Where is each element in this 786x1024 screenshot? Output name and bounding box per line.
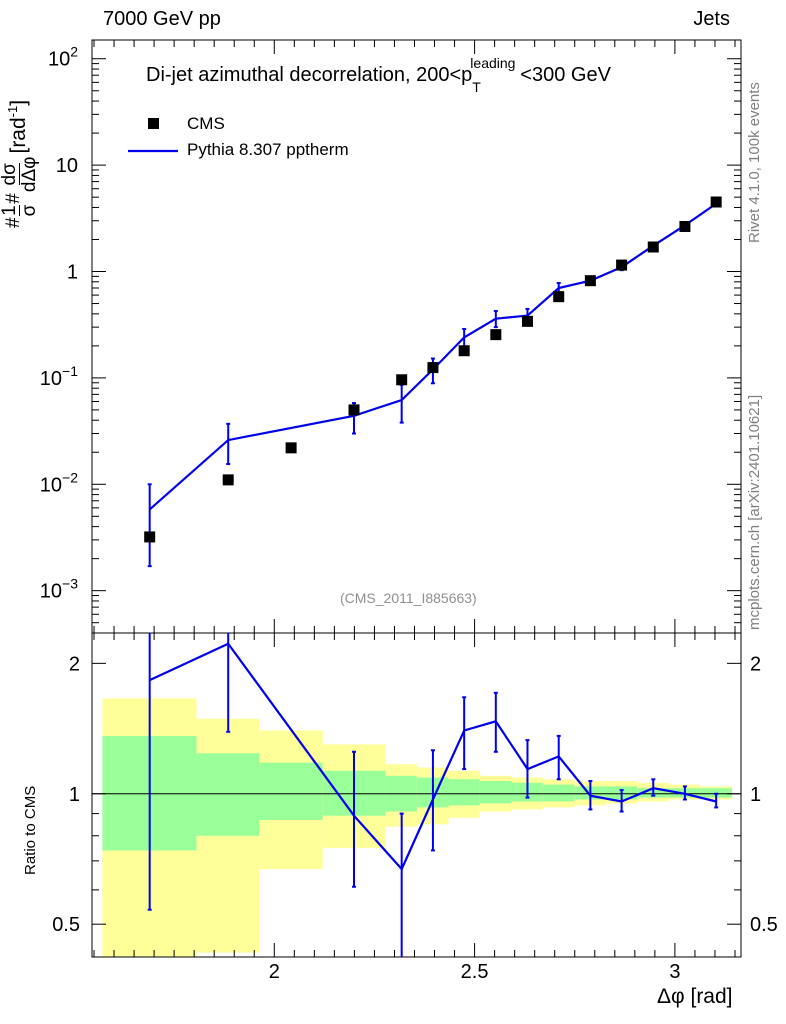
cms-data-point <box>647 241 659 253</box>
ratio-y-ticks <box>92 662 741 925</box>
cms-data-point <box>285 442 297 454</box>
cms-data-point <box>427 362 439 374</box>
cms-data-point <box>348 404 360 416</box>
pythia-line <box>148 202 717 511</box>
main-y-tick-label: 1 <box>67 262 78 284</box>
ratio-y-tick-label-left: 2 <box>69 653 80 675</box>
main-y-tick-label-base: 10 <box>48 49 70 71</box>
cms-data-point <box>553 291 565 303</box>
cms-data-point <box>616 259 628 271</box>
ratio-y-tick-label-right: 2 <box>750 653 761 675</box>
main-y-tick-label-base: 1 <box>67 262 78 284</box>
pythia-series <box>147 201 719 568</box>
cms-data-point <box>144 531 156 543</box>
ratio-series <box>147 633 719 957</box>
cms-data-point <box>679 220 691 232</box>
y-axis-label-sigma: σ <box>19 204 40 217</box>
y-axis-label-dphi: dΔφ <box>19 156 40 193</box>
main-y-tick-label-base: 10 <box>40 368 62 390</box>
green-band-bin <box>259 762 323 820</box>
main-y-ticks <box>92 58 741 634</box>
legend-label-pythia: Pythia 8.307 pptherm <box>187 140 349 159</box>
main-y-tick-label-exponent: −3 <box>62 576 78 592</box>
green-band-bin <box>196 753 260 836</box>
rivet-info: Rivet 4.1.0, 100k events <box>746 82 763 243</box>
green-band-bin <box>479 781 512 804</box>
main-y-tick-label: 10−1 <box>40 363 78 390</box>
ratio-plot-frame <box>91 632 742 958</box>
ratio-line <box>149 642 717 872</box>
cms-data-point <box>458 345 470 357</box>
x-axis-label: Δφ [rad] <box>657 985 733 1008</box>
chart-title-range: <300 GeV <box>520 64 611 86</box>
collision-label: 7000 GeV pp <box>103 8 221 30</box>
cms-data-point <box>490 329 502 341</box>
y-axis-label-hash-2: # <box>3 193 25 204</box>
legend-marker-cms <box>148 118 159 129</box>
main-y-tick-label-exponent: 2 <box>70 44 78 60</box>
chart-title: Di-jet azimuthal decorrelation, 200<p lea… <box>146 55 611 98</box>
main-y-tick-label: 10−2 <box>40 469 78 496</box>
cms-data-point <box>521 315 533 327</box>
chart-title-superscript: leading <box>470 55 516 71</box>
chart-title-main: Di-jet azimuthal decorrelation, 200<p <box>146 64 473 86</box>
mcplots-info: mcplots.cern.ch [arXiv:2401.10621] <box>746 394 763 630</box>
cms-data-point <box>710 196 722 208</box>
ratio-y-tick-label-right: 1 <box>750 784 761 806</box>
cms-series <box>144 196 722 543</box>
main-y-tick-label-exponent: −2 <box>62 469 78 485</box>
main-y-tick-label: 102 <box>48 44 78 71</box>
chart-title-subscript: T <box>472 79 481 95</box>
green-band-bin <box>542 784 575 802</box>
ratio-axis-label: Ratio to CMS <box>22 785 39 875</box>
analysis-reference: (CMS_2011_I885663) <box>340 590 477 606</box>
x-axis-ticks <box>93 40 736 957</box>
y-axis-label-dsigma: dσ <box>0 163 20 186</box>
x-tick-label: 2.5 <box>461 961 489 983</box>
cms-data-point <box>396 374 408 386</box>
cms-data-point <box>584 275 596 287</box>
ratio-y-tick-label-left: 0.5 <box>52 914 80 936</box>
ratio-y-tick-label-left: 1 <box>69 784 80 806</box>
y-axis-label-unit: [rad <box>7 117 31 154</box>
y-axis-label-hash: # <box>3 217 25 228</box>
ratio-uncertainty-bands <box>102 698 732 957</box>
x-tick-label: 3 <box>669 961 680 983</box>
ratio-y-tick-label-right: 0.5 <box>750 914 778 936</box>
process-label: Jets <box>693 8 730 30</box>
legend-label-cms: CMS <box>187 114 225 133</box>
y-axis-label-unit-exp: -1 <box>5 105 21 118</box>
main-y-tick-label-base: 10 <box>56 155 78 177</box>
y-axis-label-unit-close: ] <box>7 99 31 106</box>
main-y-tick-label-base: 10 <box>40 474 62 496</box>
x-tick-label: 2 <box>269 961 280 983</box>
main-y-tick-label-base: 10 <box>40 581 62 603</box>
main-y-tick-label: 10−3 <box>40 576 78 603</box>
main-y-tick-label-exponent: −1 <box>62 363 78 379</box>
main-y-tick-label: 10 <box>56 155 78 177</box>
cms-data-point <box>222 474 234 486</box>
y-axis-label-one: 1 <box>0 205 20 216</box>
green-band-bin <box>448 779 480 806</box>
